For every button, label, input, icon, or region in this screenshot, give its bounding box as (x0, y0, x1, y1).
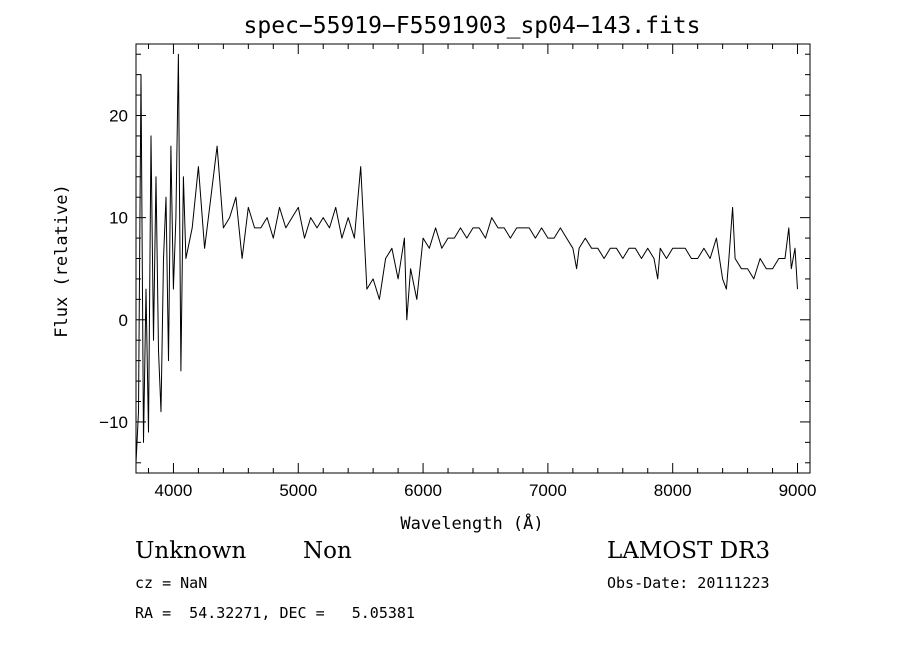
x-tick-label: 6000 (404, 481, 442, 500)
spectrum-line (135, 53, 798, 463)
chart-title: spec−55919−F5591903_sp04−143.fits (244, 13, 701, 39)
spectrum-series (135, 53, 798, 463)
x-tick-label: 7000 (529, 481, 567, 500)
x-tick-label: 9000 (779, 481, 817, 500)
y-tick-label: −10 (99, 413, 128, 432)
x-tick-label: 8000 (654, 481, 692, 500)
obs-date: Obs-Date: 20111223 (607, 574, 770, 592)
y-tick-label: 20 (109, 107, 128, 126)
plot-border (135, 43, 811, 474)
plot-frame (135, 43, 811, 474)
object-subclass: Non (303, 538, 352, 564)
x-axis-ticks: 4000 5000 6000 7000 8000 9000 (147, 44, 817, 500)
coordinates-text: RA = 54.32271, DEC = 5.05381 (135, 604, 415, 622)
object-class: Unknown (135, 538, 247, 564)
redshift-text: cz = NaN (135, 574, 208, 592)
y-tick-label: 0 (119, 311, 128, 330)
y-tick-label: 10 (109, 209, 128, 228)
x-tick-label: 4000 (155, 481, 193, 500)
y-axis-label: Flux (relative) (52, 184, 72, 338)
x-axis-label: Wavelength (Å) (400, 512, 543, 534)
y-axis-ticks: −10 0 10 20 (99, 53, 810, 464)
x-tick-label: 5000 (279, 481, 317, 500)
survey-name: LAMOST DR3 (607, 538, 771, 564)
